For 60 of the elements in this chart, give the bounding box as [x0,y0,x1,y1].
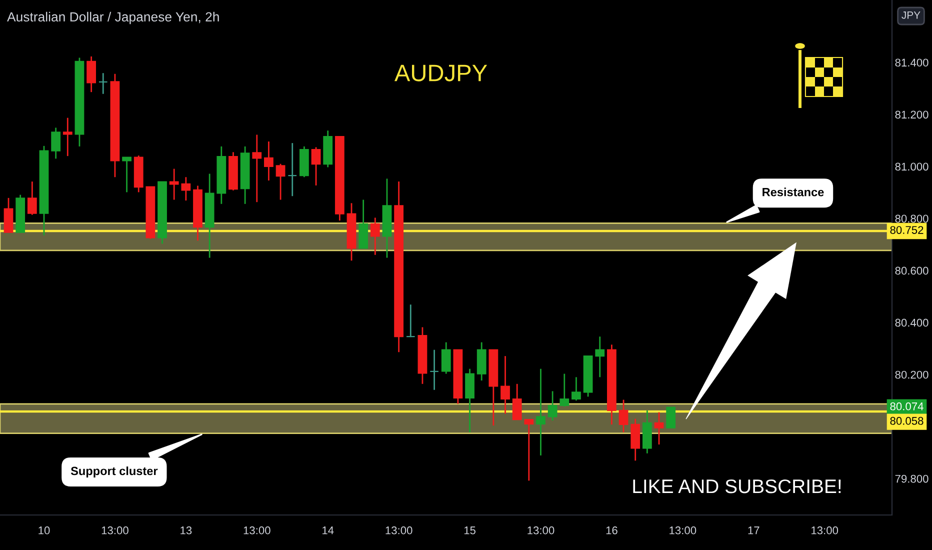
x-tick-label: 13:00 [386,526,412,534]
candlestick [618,399,628,433]
y-tick-label: 81.000 [895,162,928,171]
candlestick [536,368,546,456]
candlestick [86,56,96,93]
text: AUDJPY [394,64,488,82]
x-tick-label: 17 [748,526,760,534]
x-tick-label: 13:00 [102,526,128,534]
candlestick [98,72,108,95]
x-tick-label: 14 [322,526,334,534]
candlestick [630,418,640,462]
candlestick [276,163,286,200]
text: Australian Dollar / Japanese Yen, 2h [7,12,219,24]
y-axis-title: JPY [902,12,920,19]
candlestick [548,390,558,422]
candlestick [181,176,191,202]
candlestick [122,156,132,193]
ref-line-label: 80.752 [890,226,924,234]
band-label: Resistance [762,188,824,196]
annotation: LIKE AND SUBSCRIBE! [633,479,841,494]
candlestick [311,146,321,186]
candlestick [500,355,510,415]
candlestick [264,140,274,182]
candlestick [169,168,179,200]
x-tick-label: 13:00 [244,526,270,534]
candlestick [252,134,262,203]
x-tick-label: 15 [464,526,476,534]
x-tick-label: 13 [180,526,192,534]
candlestick [512,383,522,420]
candlestick [370,217,380,256]
x-tick-label: 13:00 [812,526,838,534]
y-tick-label: 80.600 [895,266,928,275]
y-tick-label: 81.200 [895,110,928,119]
y-tick-label: 80.200 [895,370,928,379]
ref-line-label: 80.058 [890,416,924,425]
x-tick-label: 16 [606,526,618,534]
candlestick [288,142,298,197]
candlestick [560,373,570,408]
candlestick [572,376,581,402]
y-tick-label: 80.800 [895,214,928,223]
candlestick [476,342,486,382]
candlestick [4,197,14,233]
candlestick [441,342,451,374]
candlestick [654,412,664,446]
candlestick [27,180,37,216]
y-tick-label: 80.400 [895,318,928,327]
x-tick-label: 10 [38,526,50,534]
y-tick-label: 81.400 [895,58,928,67]
candlestick [430,349,439,391]
annotation: 80.074 [890,402,924,410]
candlestick [62,117,72,157]
x-tick-label: 13:00 [528,526,554,534]
candlestick [406,304,416,338]
candlestick [51,127,61,160]
candlestick [595,336,605,378]
candlestick [524,418,534,482]
candlestick [666,406,676,428]
x-tick-label: 13:00 [670,526,696,534]
band-label: Support cluster [70,466,158,478]
y-tick-label: 79.800 [895,474,928,483]
